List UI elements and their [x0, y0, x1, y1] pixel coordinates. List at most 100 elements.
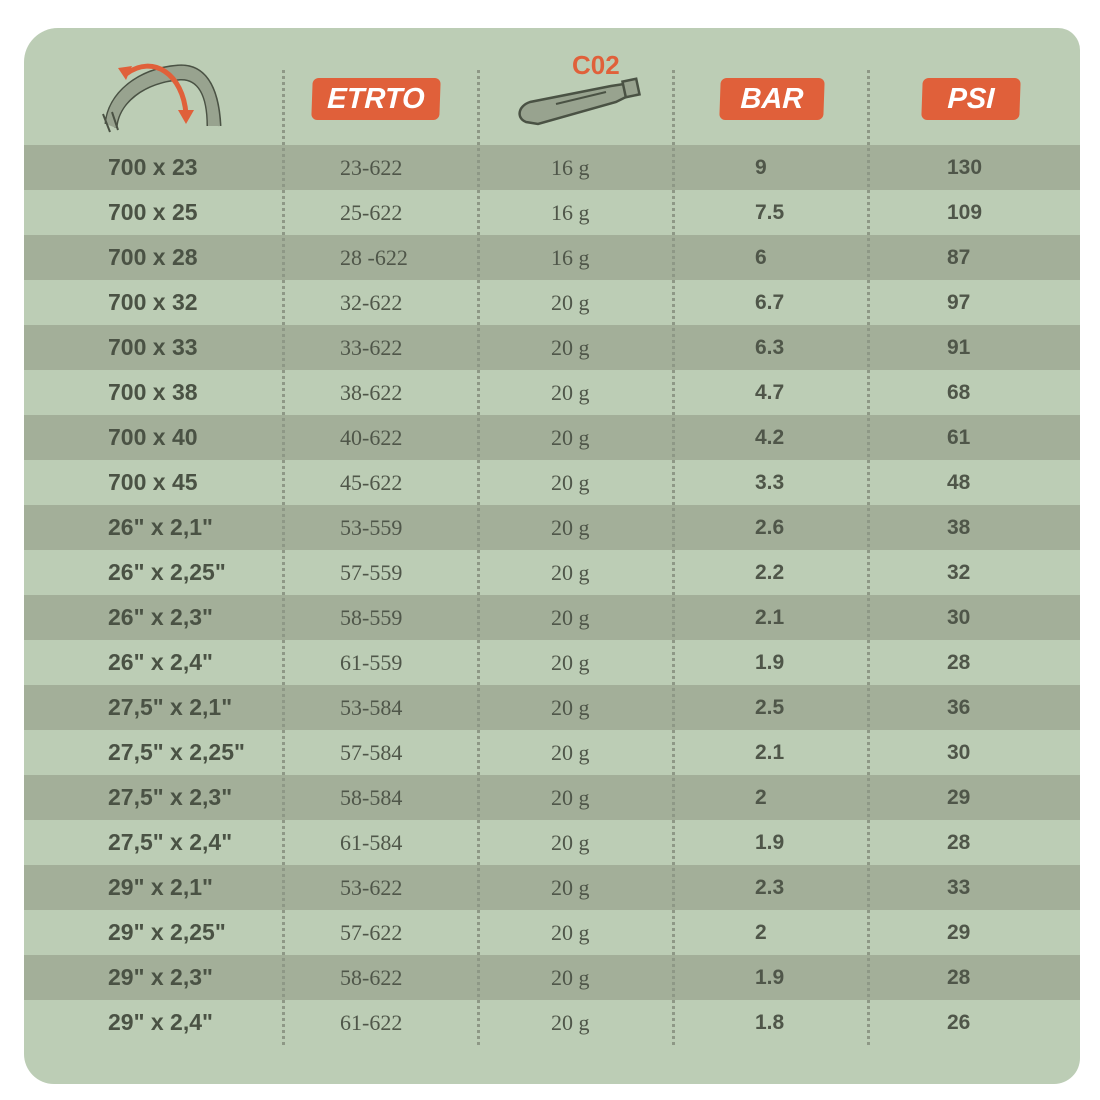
tyre-size: 27,5" x 2,3"	[108, 784, 233, 810]
etrto-header: ETRTO	[311, 78, 441, 120]
bar-value: 7.5	[755, 201, 785, 224]
psi-value: 130	[947, 156, 983, 179]
psi-value: 30	[947, 741, 971, 764]
bar-value: 2.6	[755, 516, 785, 539]
etrto-value: 57-559	[340, 560, 403, 585]
bar-value: 1.9	[755, 966, 785, 989]
table-row: 700 x 33 33-622 20 g 6.3 91	[24, 325, 1080, 370]
tyre-size: 26" x 2,25"	[108, 559, 226, 585]
psi-value: 29	[947, 921, 971, 944]
etrto-value: 61-584	[340, 830, 403, 855]
psi-value: 91	[947, 336, 971, 359]
etrto-value: 53-584	[340, 695, 403, 720]
tyre-size: 29" x 2,1"	[108, 874, 213, 900]
psi-value: 68	[947, 381, 971, 404]
bar-value: 1.8	[755, 1011, 785, 1034]
psi-value: 38	[947, 516, 971, 539]
bar-value: 4.2	[755, 426, 785, 449]
etrto-value: 58-622	[340, 965, 403, 990]
etrto-value: 40-622	[340, 425, 403, 450]
column-divider	[672, 70, 675, 1045]
table-row: 29" x 2,25" 57-622 20 g 2 29	[24, 910, 1080, 955]
table-row: 27,5" x 2,1" 53-584 20 g 2.5 36	[24, 685, 1080, 730]
co2-cartridge: 20 g	[551, 875, 590, 900]
table-header: ETRTO C02 BAR PSI	[24, 28, 1080, 145]
bar-value: 1.9	[755, 651, 785, 674]
tyre-size: 700 x 33	[108, 334, 198, 360]
bar-value: 2.5	[755, 696, 785, 719]
co2-cartridge: 20 g	[551, 560, 590, 585]
co2-header: C02	[572, 50, 620, 80]
bar-value: 6.3	[755, 336, 785, 359]
tyre-size: 700 x 23	[108, 154, 198, 180]
table-row: 27,5" x 2,4" 61-584 20 g 1.9 28	[24, 820, 1080, 865]
table-row: 29" x 2,4" 61-622 20 g 1.8 26	[24, 1000, 1080, 1045]
co2-cartridge: 16 g	[551, 155, 590, 180]
tyre-size: 27,5" x 2,4"	[108, 829, 233, 855]
table-row: 700 x 28 28 -622 16 g 6 87	[24, 235, 1080, 280]
co2-cartridge: 20 g	[551, 920, 590, 945]
table-row: 700 x 45 45-622 20 g 3.3 48	[24, 460, 1080, 505]
bar-header: BAR	[719, 78, 825, 120]
etrto-value: 32-622	[340, 290, 403, 315]
tyre-size: 26" x 2,4"	[108, 649, 213, 675]
co2-cartridge: 20 g	[551, 785, 590, 810]
table-row: 700 x 32 32-622 20 g 6.7 97	[24, 280, 1080, 325]
bar-value: 3.3	[755, 471, 785, 494]
bar-value: 2.2	[755, 561, 785, 584]
psi-value: 32	[947, 561, 971, 584]
psi-value: 109	[947, 201, 983, 224]
bar-value: 2	[755, 786, 767, 809]
etrto-value: 38-622	[340, 380, 403, 405]
psi-value: 30	[947, 606, 971, 629]
table-row: 700 x 25 25-622 16 g 7.5 109	[24, 190, 1080, 235]
psi-value: 87	[947, 246, 971, 269]
psi-value: 61	[947, 426, 971, 449]
bar-value: 2	[755, 921, 767, 944]
tyre-size: 700 x 28	[108, 244, 198, 270]
co2-cartridge: 20 g	[551, 1010, 590, 1035]
tyre-size: 700 x 32	[108, 289, 198, 315]
etrto-value: 53-559	[340, 515, 403, 540]
tyre-size: 700 x 25	[108, 199, 198, 225]
co2-cartridge: 20 g	[551, 380, 590, 405]
etrto-value: 45-622	[340, 470, 403, 495]
psi-value: 26	[947, 1011, 971, 1034]
table-row: 26" x 2,25" 57-559 20 g 2.2 32	[24, 550, 1080, 595]
etrto-value: 61-559	[340, 650, 403, 675]
table-row: 29" x 2,3" 58-622 20 g 1.9 28	[24, 955, 1080, 1000]
column-divider	[477, 70, 480, 1045]
etrto-value: 23-622	[340, 155, 403, 180]
etrto-value: 33-622	[340, 335, 403, 360]
tyre-size: 26" x 2,3"	[108, 604, 213, 630]
tyre-size: 29" x 2,4"	[108, 1009, 213, 1035]
bar-value: 6	[755, 246, 767, 269]
tyre-size: 700 x 38	[108, 379, 198, 405]
tyre-size: 27,5" x 2,1"	[108, 694, 233, 720]
psi-value: 29	[947, 786, 971, 809]
tyre-size: 29" x 2,3"	[108, 964, 213, 990]
tyre-size: 27,5" x 2,25"	[108, 739, 245, 765]
bar-value: 2.1	[755, 606, 785, 629]
bar-value: 4.7	[755, 381, 785, 404]
table-row: 700 x 40 40-622 20 g 4.2 61	[24, 415, 1080, 460]
column-divider	[282, 70, 285, 1045]
etrto-value: 28 -622	[340, 245, 408, 270]
bar-value: 2.1	[755, 741, 785, 764]
etrto-value: 57-584	[340, 740, 403, 765]
co2-cartridge: 20 g	[551, 605, 590, 630]
tyre-size: 700 x 45	[108, 469, 198, 495]
bar-value: 1.9	[755, 831, 785, 854]
psi-value: 28	[947, 966, 971, 989]
psi-value: 28	[947, 651, 971, 674]
co2-cartridge: 20 g	[551, 470, 590, 495]
co2-cartridge: 16 g	[551, 245, 590, 270]
table-row: 26" x 2,1" 53-559 20 g 2.6 38	[24, 505, 1080, 550]
table-row: 26" x 2,4" 61-559 20 g 1.9 28	[24, 640, 1080, 685]
co2-cartridge: 20 g	[551, 740, 590, 765]
pressure-table: 700 x 23 23-622 16 g 9 130 700 x 25 25-622 16 g…	[24, 28, 1080, 1084]
co2-cartridge: 16 g	[551, 200, 590, 225]
co2-cartridge: 20 g	[551, 335, 590, 360]
table-row: 27,5" x 2,25" 57-584 20 g 2.1 30	[24, 730, 1080, 775]
co2-cartridge: 20 g	[551, 650, 590, 675]
